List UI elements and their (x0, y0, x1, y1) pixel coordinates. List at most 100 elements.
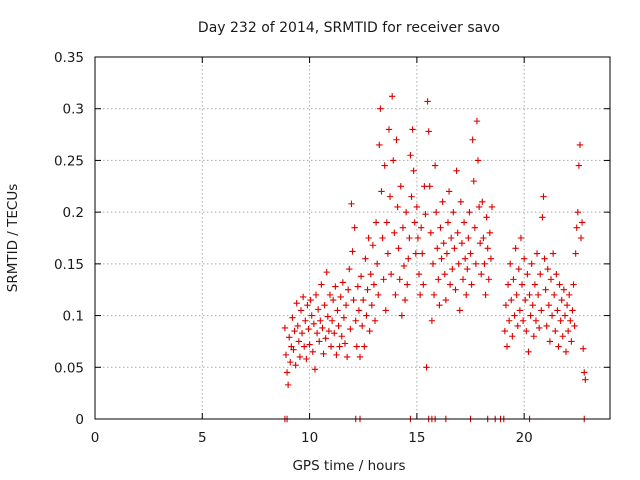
data-point (295, 338, 303, 345)
y-tick-label: 0.25 (54, 153, 84, 169)
data-point (479, 198, 486, 205)
data-point (472, 260, 480, 268)
data-point (481, 260, 488, 268)
data-point (514, 322, 521, 330)
data-point (562, 348, 570, 355)
data-point (335, 322, 342, 330)
data-point (551, 291, 558, 299)
data-point (363, 312, 370, 319)
data-point (578, 219, 586, 226)
data-point (383, 219, 391, 226)
data-point (450, 208, 457, 216)
data-point (297, 307, 305, 314)
data-point (321, 302, 328, 309)
data-point (563, 302, 571, 309)
data-point (395, 245, 402, 252)
data-point (323, 268, 330, 276)
data-point (356, 353, 364, 361)
data-point (413, 203, 421, 211)
data-point (351, 224, 358, 231)
data-point (336, 343, 343, 350)
data-point (430, 291, 438, 299)
data-point (513, 291, 520, 299)
data-point (446, 281, 454, 288)
data-point (301, 343, 308, 350)
data-point (345, 286, 352, 293)
data-point (409, 126, 416, 133)
data-point (419, 250, 426, 257)
data-point (553, 271, 560, 278)
y-tick-label: 0.3 (63, 102, 84, 118)
data-point (376, 141, 383, 149)
data-point (324, 313, 332, 320)
data-point (574, 208, 582, 216)
data-point (332, 283, 339, 290)
data-point (508, 296, 515, 304)
data-point (548, 312, 556, 319)
data-point (360, 296, 367, 304)
data-point (480, 234, 487, 242)
data-point (318, 281, 325, 288)
data-point (561, 312, 569, 319)
data-point (338, 333, 345, 340)
data-point (464, 265, 471, 273)
data-point (385, 126, 393, 133)
data-point (342, 302, 350, 309)
data-point (469, 136, 476, 143)
data-point (559, 333, 566, 340)
data-point (505, 317, 513, 324)
data-point (426, 183, 433, 190)
data-point (310, 320, 318, 328)
data-point (348, 200, 355, 208)
data-point (343, 353, 351, 361)
data-point (372, 219, 380, 226)
data-point (377, 105, 384, 112)
data-point (442, 296, 450, 304)
data-point (455, 260, 462, 268)
data-point (305, 325, 312, 333)
data-point (483, 214, 490, 221)
data-point (470, 177, 477, 185)
data-point (558, 296, 565, 304)
data-point (415, 271, 423, 278)
data-point (281, 324, 289, 332)
data-point (557, 317, 564, 324)
data-point (518, 281, 526, 288)
data-point (313, 329, 321, 337)
data-points (281, 93, 589, 423)
data-point (485, 276, 492, 283)
data-point (294, 322, 301, 330)
data-point (292, 362, 299, 369)
data-point (400, 262, 408, 270)
data-point (312, 291, 320, 299)
x-tick-label: 0 (91, 430, 100, 446)
data-point (412, 250, 420, 257)
data-point (575, 162, 583, 169)
data-point (529, 302, 536, 309)
data-point (371, 317, 379, 324)
data-point (582, 376, 589, 383)
data-point (353, 343, 360, 350)
data-point (289, 314, 296, 321)
data-point (522, 296, 529, 304)
data-point (526, 291, 533, 299)
data-point (547, 276, 555, 283)
data-point (453, 167, 460, 174)
data-point (531, 281, 539, 288)
data-point (459, 276, 467, 283)
x-tick-label: 15 (408, 430, 425, 446)
data-point (504, 281, 512, 288)
data-point (486, 229, 494, 237)
x-axis-label: GPS time / hours (292, 458, 405, 474)
data-point (509, 333, 516, 340)
data-point (567, 317, 574, 324)
data-point (334, 307, 341, 314)
data-point (307, 296, 314, 304)
data-point (354, 283, 362, 290)
data-point (308, 312, 315, 319)
data-point (422, 211, 429, 218)
data-point (299, 293, 307, 301)
data-point (555, 343, 562, 350)
data-point (350, 296, 357, 304)
grid (95, 57, 610, 419)
